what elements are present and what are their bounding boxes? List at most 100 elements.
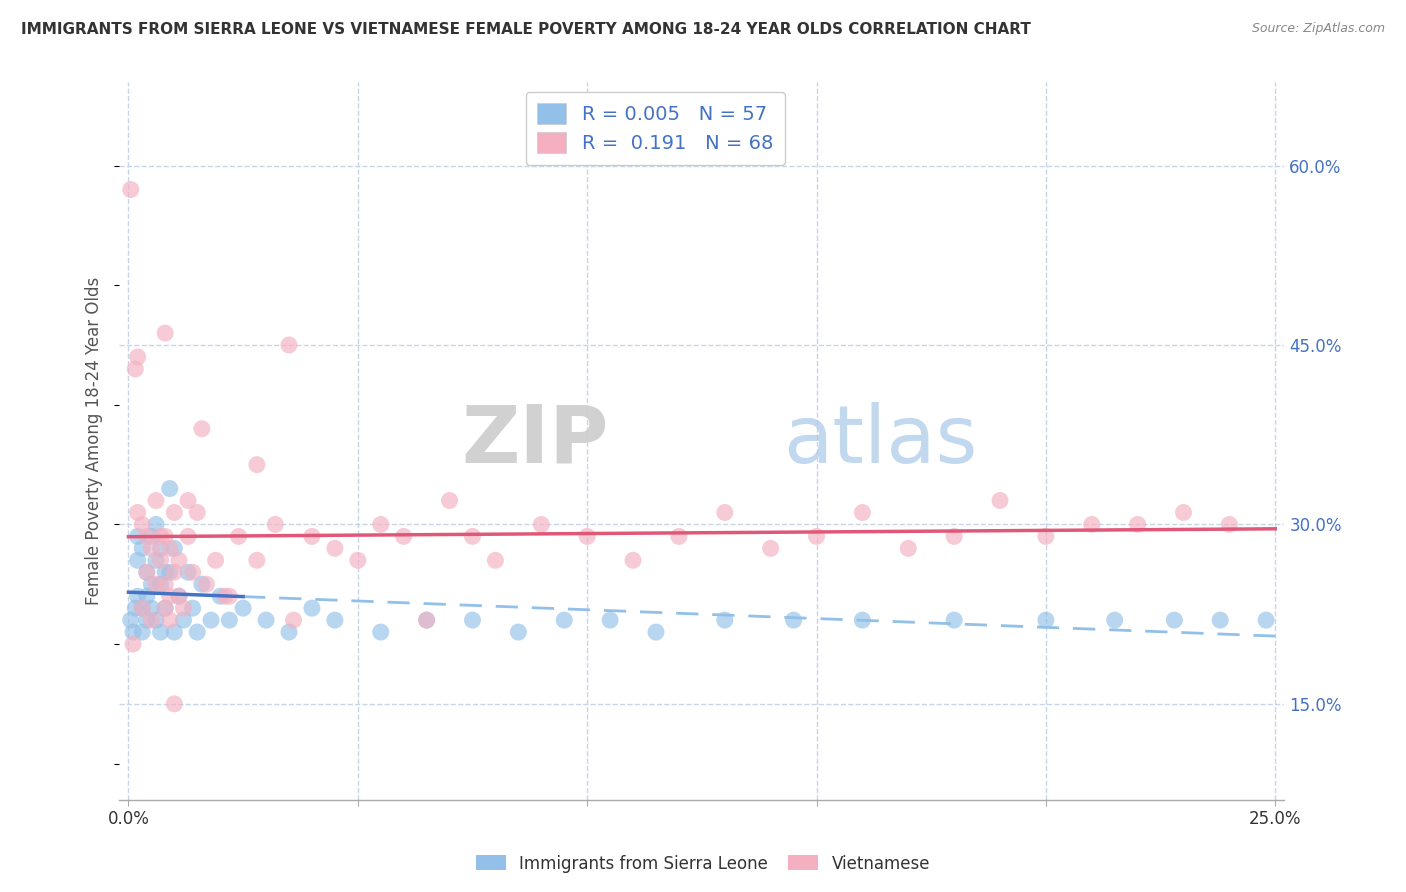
Point bbox=[246, 458, 269, 472]
Point bbox=[145, 553, 167, 567]
Point bbox=[283, 613, 305, 627]
Point bbox=[782, 613, 804, 627]
Point bbox=[484, 553, 506, 567]
Point bbox=[167, 589, 190, 603]
Point bbox=[508, 625, 530, 640]
Point bbox=[530, 517, 553, 532]
Point bbox=[1104, 613, 1126, 627]
Point bbox=[145, 577, 167, 591]
Point bbox=[135, 566, 157, 580]
Point bbox=[264, 517, 287, 532]
Point bbox=[214, 589, 236, 603]
Point bbox=[553, 613, 575, 627]
Point bbox=[599, 613, 621, 627]
Point bbox=[153, 529, 176, 543]
Point bbox=[131, 601, 153, 615]
Point bbox=[141, 541, 163, 556]
Point bbox=[131, 541, 153, 556]
Point bbox=[153, 601, 176, 615]
Point bbox=[186, 625, 208, 640]
Point bbox=[668, 529, 690, 543]
Point bbox=[159, 482, 181, 496]
Point bbox=[141, 601, 163, 615]
Point bbox=[131, 601, 153, 615]
Point bbox=[120, 182, 142, 196]
Point bbox=[141, 577, 163, 591]
Point bbox=[163, 566, 186, 580]
Text: atlas: atlas bbox=[783, 401, 977, 480]
Text: Source: ZipAtlas.com: Source: ZipAtlas.com bbox=[1251, 22, 1385, 36]
Point bbox=[141, 529, 163, 543]
Point bbox=[159, 566, 181, 580]
Point bbox=[392, 529, 415, 543]
Y-axis label: Female Poverty Among 18-24 Year Olds: Female Poverty Among 18-24 Year Olds bbox=[86, 277, 103, 605]
Point bbox=[186, 506, 208, 520]
Point bbox=[127, 529, 149, 543]
Point bbox=[181, 566, 204, 580]
Point bbox=[149, 541, 172, 556]
Point bbox=[576, 529, 599, 543]
Point bbox=[173, 601, 195, 615]
Point bbox=[943, 529, 966, 543]
Point bbox=[806, 529, 828, 543]
Point bbox=[1081, 517, 1104, 532]
Point bbox=[713, 613, 735, 627]
Point bbox=[759, 541, 782, 556]
Point bbox=[200, 613, 222, 627]
Point bbox=[177, 529, 200, 543]
Point bbox=[124, 362, 146, 376]
Point bbox=[131, 625, 153, 640]
Point bbox=[163, 506, 186, 520]
Point bbox=[145, 613, 167, 627]
Point bbox=[167, 553, 190, 567]
Point bbox=[131, 517, 153, 532]
Point bbox=[149, 577, 172, 591]
Point bbox=[370, 517, 392, 532]
Point bbox=[621, 553, 644, 567]
Point bbox=[218, 613, 240, 627]
Legend: Immigrants from Sierra Leone, Vietnamese: Immigrants from Sierra Leone, Vietnamese bbox=[470, 848, 936, 880]
Point bbox=[278, 625, 301, 640]
Point bbox=[135, 566, 157, 580]
Point bbox=[177, 493, 200, 508]
Point bbox=[645, 625, 668, 640]
Point bbox=[370, 625, 392, 640]
Point bbox=[135, 529, 157, 543]
Point bbox=[1035, 529, 1057, 543]
Point bbox=[415, 613, 437, 627]
Point bbox=[1035, 613, 1057, 627]
Point bbox=[1163, 613, 1185, 627]
Point bbox=[159, 589, 181, 603]
Point bbox=[127, 350, 149, 364]
Point bbox=[191, 577, 214, 591]
Point bbox=[851, 613, 873, 627]
Text: IMMIGRANTS FROM SIERRA LEONE VS VIETNAMESE FEMALE POVERTY AMONG 18-24 YEAR OLDS : IMMIGRANTS FROM SIERRA LEONE VS VIETNAME… bbox=[21, 22, 1031, 37]
Point bbox=[1209, 613, 1232, 627]
Point bbox=[246, 553, 269, 567]
Point bbox=[988, 493, 1011, 508]
Point bbox=[323, 613, 346, 627]
Point bbox=[1173, 506, 1195, 520]
Point bbox=[1254, 613, 1277, 627]
Point bbox=[159, 613, 181, 627]
Point bbox=[149, 529, 172, 543]
Point bbox=[163, 541, 186, 556]
Point bbox=[713, 506, 735, 520]
Text: ZIP: ZIP bbox=[461, 401, 609, 480]
Point bbox=[195, 577, 218, 591]
Point bbox=[127, 589, 149, 603]
Point bbox=[278, 338, 301, 352]
Point bbox=[204, 553, 226, 567]
Point bbox=[163, 697, 186, 711]
Point bbox=[209, 589, 232, 603]
Point bbox=[1126, 517, 1149, 532]
Point bbox=[415, 613, 437, 627]
Point bbox=[439, 493, 461, 508]
Point bbox=[159, 541, 181, 556]
Point bbox=[141, 613, 163, 627]
Point bbox=[191, 422, 214, 436]
Legend: R = 0.005   N = 57, R =  0.191   N = 68: R = 0.005 N = 57, R = 0.191 N = 68 bbox=[526, 92, 785, 165]
Point bbox=[181, 601, 204, 615]
Point bbox=[145, 493, 167, 508]
Point bbox=[173, 613, 195, 627]
